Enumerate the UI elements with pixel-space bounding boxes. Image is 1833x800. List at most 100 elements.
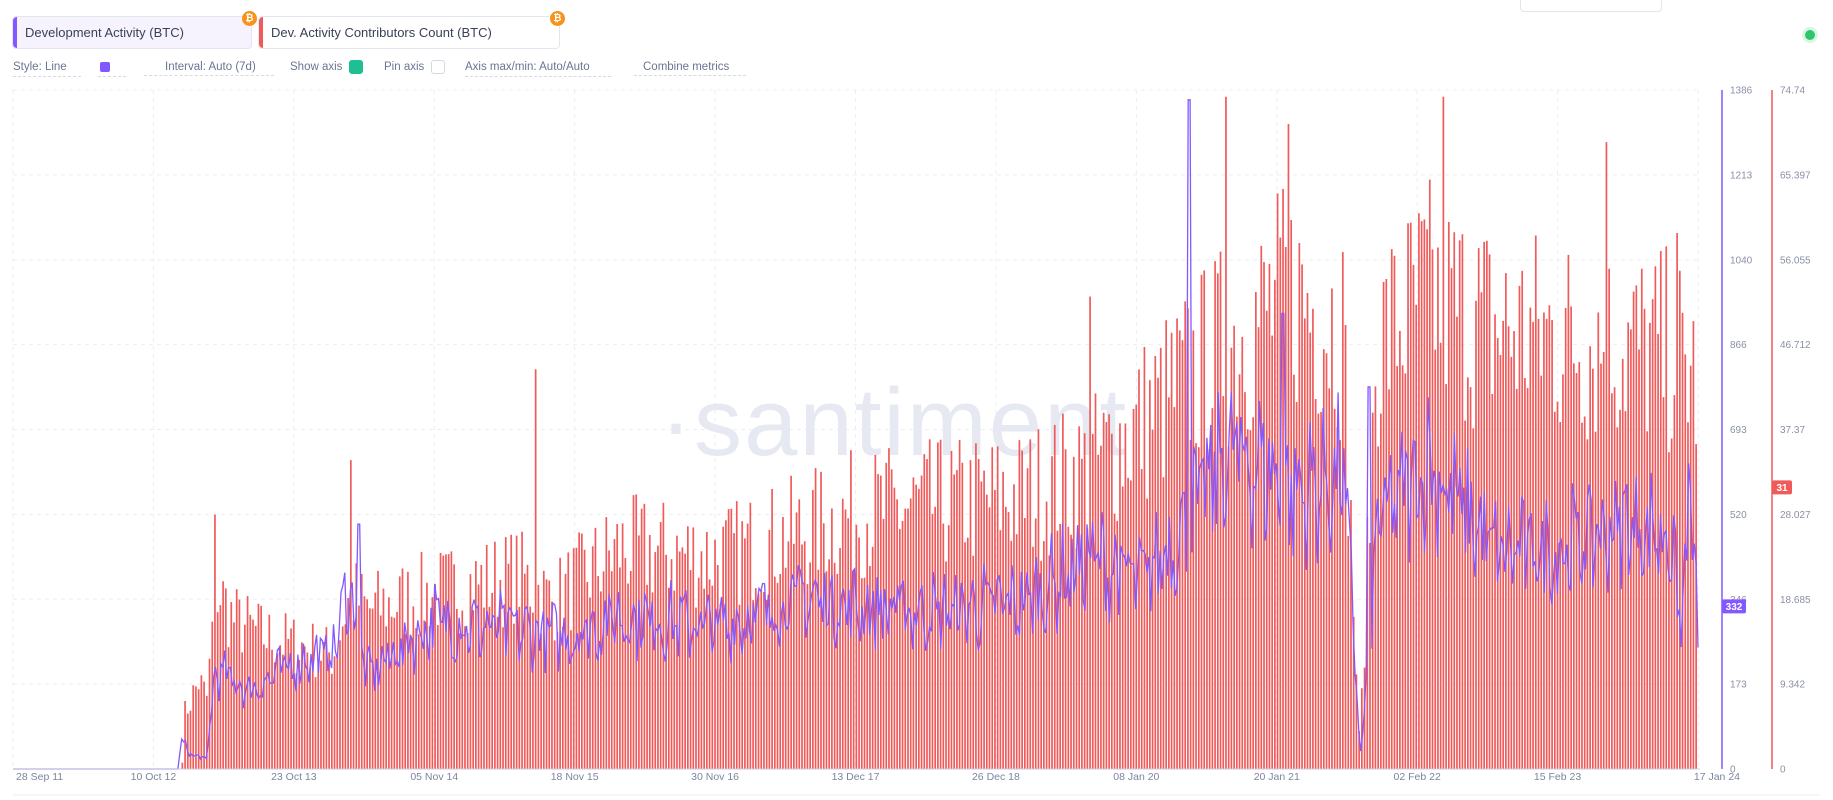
metric-tab-development-activity[interactable]: Development Activity (BTC) ₿: [12, 11, 257, 49]
contributors-bar: [1404, 373, 1407, 769]
contributors-bar: [325, 627, 328, 769]
contributors-bar: [404, 634, 407, 769]
contributors-bar: [1420, 221, 1423, 769]
contributors-bar: [983, 470, 985, 769]
show-axis-checkbox[interactable]: [349, 60, 364, 74]
contributors-bar: [1043, 541, 1045, 769]
left-tick-label: 1386: [1730, 86, 1753, 97]
contributors-bar: [909, 498, 912, 769]
contributors-bar: [1197, 447, 1200, 769]
contributors-bar: [301, 642, 303, 769]
contributors-bar: [1320, 412, 1322, 769]
contributors-bar: [1026, 468, 1029, 769]
contributors-bar: [1121, 486, 1124, 769]
contributors-bar: [904, 508, 907, 769]
contributors-bar: [551, 601, 553, 769]
contributors-bar: [841, 498, 844, 769]
show-axis-toggle[interactable]: Show axis: [290, 58, 364, 76]
contributors-bar: [1328, 388, 1331, 769]
contributors-bar: [523, 573, 526, 769]
contributors-bar: [600, 591, 602, 769]
contributors-bar: [252, 619, 254, 769]
contributors-bar: [670, 559, 673, 769]
contributors-bar: [1075, 548, 1078, 769]
contributors-bar: [1178, 330, 1181, 769]
contributors-bar: [719, 603, 722, 769]
contributors-bar: [379, 615, 382, 769]
contributors-bar: [540, 633, 542, 769]
contributors-bar: [1021, 450, 1023, 769]
contributors-bar: [1048, 555, 1051, 769]
contributors-bar: [648, 535, 651, 769]
contributors-bar: [681, 547, 684, 769]
contributors-bar: [964, 542, 966, 769]
contributors-bar: [676, 535, 678, 769]
contributors-bar: [1358, 731, 1360, 769]
top-dropdown[interactable]: [1520, 0, 1662, 12]
contributors-bar: [407, 571, 409, 769]
contributors-bar: [200, 675, 203, 769]
contributors-bar: [947, 525, 950, 769]
x-tick-label: 20 Jan 21: [1254, 771, 1300, 783]
contributors-bar: [224, 588, 227, 769]
contributors-bar: [1138, 369, 1140, 769]
contributors-bar: [687, 526, 689, 769]
contributors-bar: [792, 543, 795, 769]
contributors-bar: [1613, 387, 1616, 769]
contributors-bar: [589, 597, 591, 769]
contributors-bar: [184, 700, 186, 769]
color-picker[interactable]: [98, 58, 126, 77]
contributors-bar: [1689, 365, 1692, 769]
left-tick-label: 1040: [1730, 255, 1753, 266]
contributors-bar: [1295, 402, 1298, 769]
contributors-bar: [461, 610, 464, 769]
contributors-bar: [890, 469, 893, 769]
contributors-bar: [339, 640, 341, 769]
contributors-bar: [879, 475, 882, 769]
contributors-bar: [1657, 333, 1659, 769]
contributors-bar: [420, 551, 423, 769]
bitcoin-icon: ₿: [242, 11, 257, 26]
contributors-bar: [828, 559, 831, 769]
style-selector[interactable]: Style: Line: [13, 58, 81, 77]
contributors-bar: [809, 562, 811, 769]
contributors-bar: [241, 652, 243, 769]
contributors-bar: [360, 573, 363, 769]
left-tick-label: 0: [1730, 765, 1736, 776]
contributors-bar: [1600, 363, 1602, 769]
pin-axis-toggle[interactable]: Pin axis: [384, 58, 446, 76]
contributors-bar: [651, 592, 654, 769]
right-tick-label: 28.027: [1780, 510, 1811, 521]
contributors-bar: [654, 552, 657, 769]
contributors-bar: [1233, 325, 1235, 769]
contributors-bar: [1143, 346, 1146, 769]
contributors-bar: [518, 606, 521, 769]
pin-axis-checkbox[interactable]: [431, 60, 446, 74]
contributors-bar: [273, 662, 276, 769]
contributors-bar: [915, 484, 917, 769]
contributors-bar: [1070, 534, 1072, 769]
contributors-bar: [605, 517, 608, 769]
contributors-bar: [570, 630, 572, 769]
axis-maxmin-selector[interactable]: Axis max/min: Auto/Auto: [465, 58, 611, 77]
contributors-bar: [1029, 439, 1032, 769]
right-tick-label: 37.37: [1780, 425, 1805, 436]
contributors-bar: [186, 713, 189, 769]
contributors-bar: [1602, 352, 1605, 769]
contributors-bar: [529, 606, 532, 769]
interval-selector[interactable]: Interval: Auto (7d): [144, 58, 274, 76]
contributors-bar: [556, 631, 559, 769]
axes: [13, 90, 1820, 796]
contributors-bar: [966, 537, 969, 769]
metric-tab-contributors-count[interactable]: Dev. Activity Contributors Count (BTC) ₿: [258, 11, 565, 49]
contributors-bar: [836, 573, 839, 769]
contributors-bar: [1363, 667, 1366, 769]
contributors-bar: [553, 640, 556, 769]
contributors-bar: [765, 600, 768, 769]
pin-axis-label: Pin axis: [384, 61, 425, 73]
contributors-bar: [336, 654, 339, 769]
contributors-bar: [548, 580, 551, 769]
contributors-bar: [1670, 438, 1673, 769]
combine-metrics-button[interactable]: Combine metrics: [634, 58, 746, 76]
